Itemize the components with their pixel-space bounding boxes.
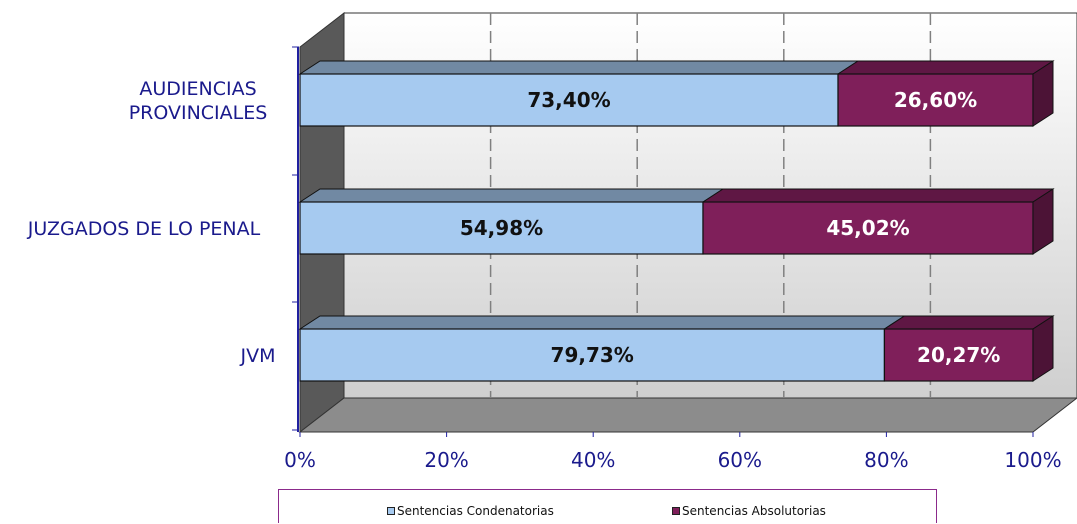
category-label: JVM <box>240 345 276 367</box>
data-label: 26,60% <box>894 88 977 112</box>
legend: Sentencias Condenatorias Sentencias Abso… <box>278 489 937 523</box>
bar <box>837 73 1034 127</box>
x-tick-label: 0% <box>284 448 316 472</box>
bar <box>299 201 704 255</box>
bar-top-face <box>882 315 1055 330</box>
data-label: 79,73% <box>551 343 634 367</box>
x-tick-label: 60% <box>718 448 762 472</box>
category-label: AUDIENCIAS PROVINCIALES <box>129 78 268 124</box>
bar-top-face <box>701 188 1055 203</box>
bar-segment: 73,40% <box>298 60 860 127</box>
bar-top-face <box>298 188 725 203</box>
x-tick-label: 40% <box>571 448 615 472</box>
bar-segment: 20,27% <box>882 315 1055 382</box>
x-tick-label: 100% <box>1004 448 1061 472</box>
floor <box>298 397 1077 433</box>
legend-swatch-condenatorias <box>387 507 395 515</box>
bar <box>299 73 839 127</box>
bar <box>299 328 886 382</box>
data-label: 73,40% <box>527 88 610 112</box>
bar-segment: 54,98% <box>298 188 725 255</box>
bar-segment: 45,02% <box>701 188 1055 255</box>
bar-segment: 79,73% <box>298 315 907 382</box>
legend-label-absolutorias: Sentencias Absolutorias <box>682 504 826 518</box>
x-tick-label: 20% <box>424 448 468 472</box>
data-label: 54,98% <box>460 216 543 240</box>
bar-segment: 26,60% <box>836 60 1055 127</box>
bar-side-face <box>1032 315 1054 382</box>
x-tick-label: 80% <box>864 448 908 472</box>
bar <box>702 201 1034 255</box>
legend-item-condenatorias: Sentencias Condenatorias <box>387 504 554 518</box>
data-label: 20,27% <box>917 343 1000 367</box>
legend-label-condenatorias: Sentencias Condenatorias <box>397 504 554 518</box>
bar-top-face <box>298 315 907 330</box>
legend-item-absolutorias: Sentencias Absolutorias <box>672 504 826 518</box>
bar <box>883 328 1034 382</box>
bar-top-face <box>836 60 1055 75</box>
legend-swatch-absolutorias <box>672 507 680 515</box>
bar-side-face <box>1032 188 1054 255</box>
category-label: JUZGADOS DE LO PENAL <box>27 218 261 240</box>
bar-side-face <box>1032 60 1054 127</box>
bar-top-face <box>298 60 860 75</box>
data-label: 45,02% <box>826 216 909 240</box>
